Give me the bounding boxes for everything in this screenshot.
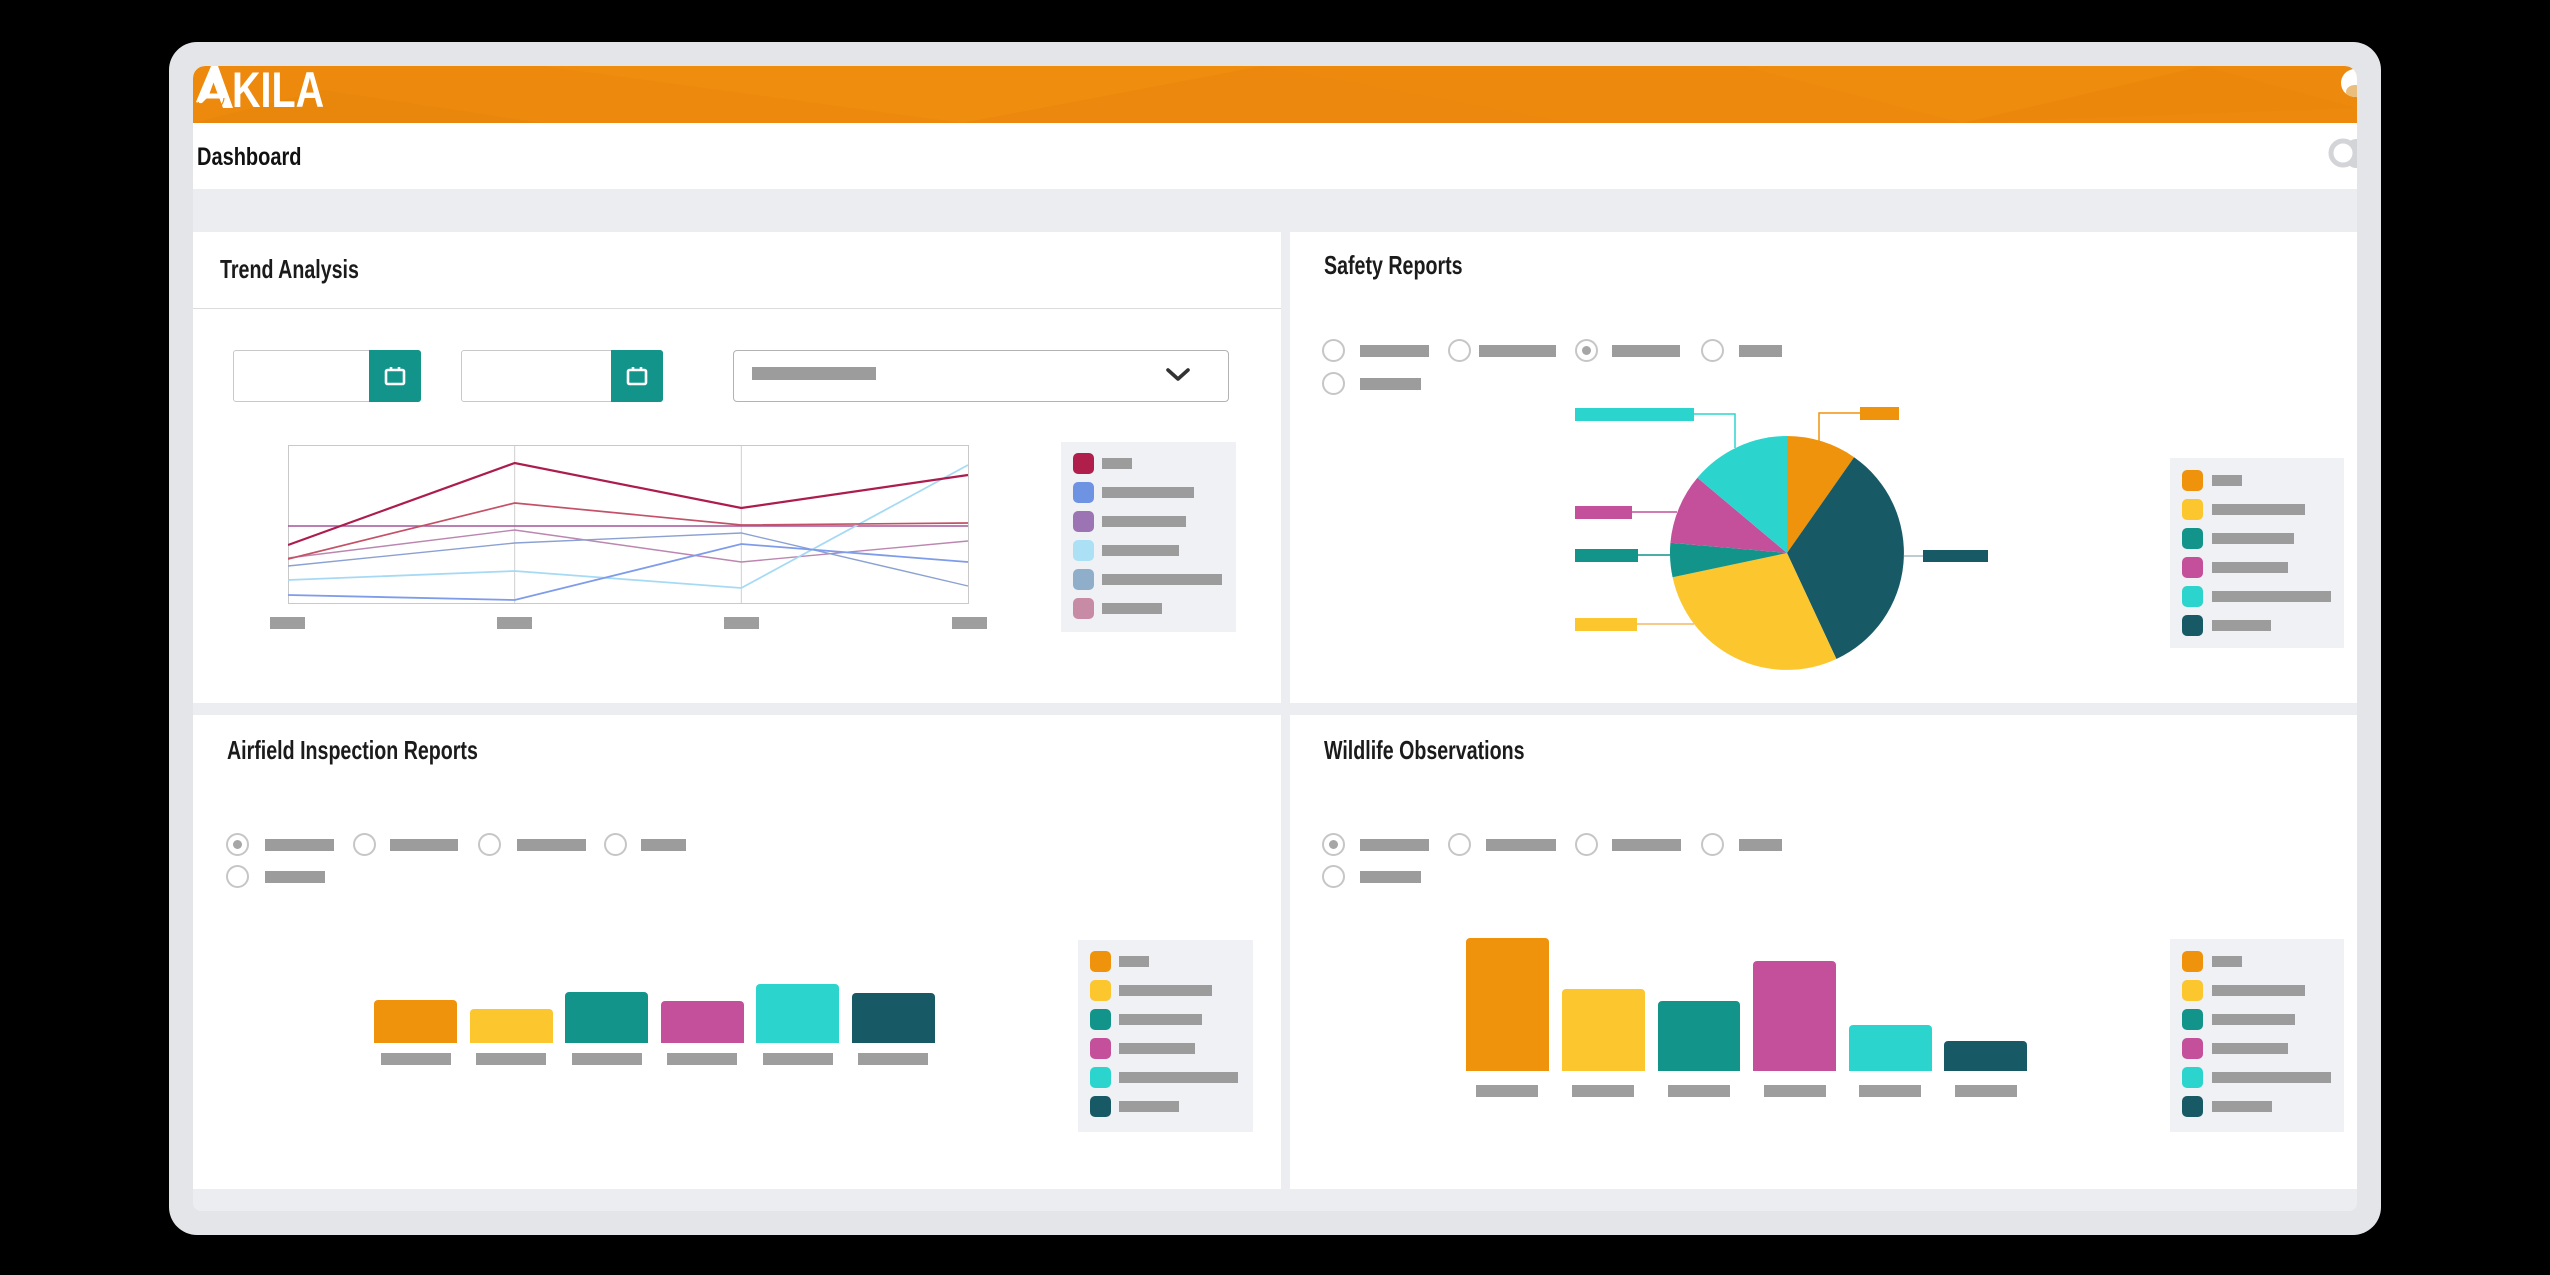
svg-text:KILA: KILA xyxy=(232,66,324,118)
